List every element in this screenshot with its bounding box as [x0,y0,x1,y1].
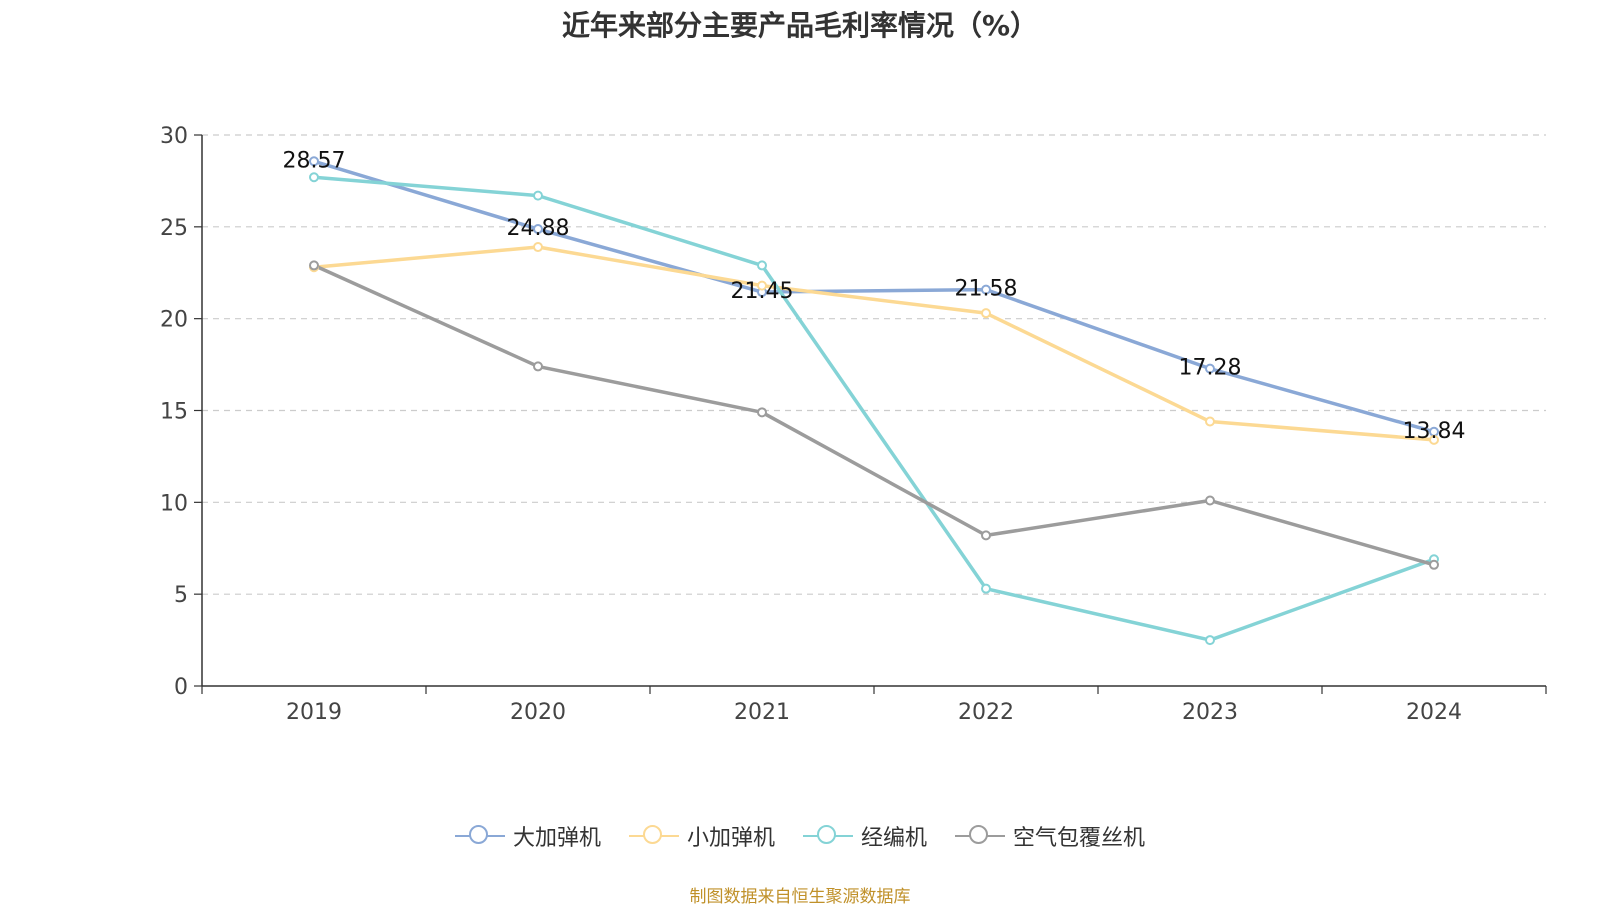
data-point [757,260,767,271]
series-line [313,245,1435,442]
data-point [981,583,991,594]
y-tick-label: 10 [160,491,188,516]
data-point [533,224,543,235]
legend-marker-icon [454,823,505,849]
data-point [309,156,319,167]
x-tick-label: 2023 [1182,700,1238,725]
data-point [533,190,543,201]
legend-label: 空气包覆丝机 [1013,826,1146,851]
y-tick-label: 5 [174,583,188,608]
legend-marker-icon [803,823,853,849]
series-line [313,159,1435,434]
source-note: 制图数据来自恒生聚源数据库 [689,887,911,907]
series-line [313,175,1435,642]
legend-marker-icon [628,823,679,849]
series-lines [309,156,1439,646]
y-tick-label: 30 [160,124,188,149]
series-line [313,263,1435,567]
data-label: 13.84 [1403,419,1466,444]
data-point [1205,416,1215,427]
legend-item[interactable]: 小加弹机 [628,820,775,852]
data-point [981,284,991,295]
data-point [757,407,767,418]
data-label: 28.57 [283,148,346,173]
data-label: 17.28 [1179,356,1242,381]
y-tick-label: 25 [160,216,188,241]
data-point [533,361,543,372]
data-point [981,530,991,541]
legend: 大加弹机 小加弹机 经编机 空气包覆丝机 [0,820,1600,852]
data-point [757,280,767,291]
y-tick-label: 15 [160,400,188,425]
x-tick-label: 2024 [1406,700,1462,725]
legend-label: 经编机 [861,826,928,851]
data-point [309,260,319,271]
x-tick-label: 2019 [286,700,342,725]
legend-label: 大加弹机 [512,826,601,851]
axes: 0 5 10 15 20 25 30 2019 2020 2021 2022 2023 2024 [160,124,1547,725]
data-point [309,172,319,183]
legend-item[interactable]: 经编机 [803,820,927,852]
legend-marker-icon [955,823,1006,849]
data-labels: 28.57 24.88 21.45 21.58 17.28 13.84 [283,148,1466,444]
x-tick-label: 2021 [734,700,790,725]
data-label: 24.88 [507,216,570,241]
chart-title: 近年来部分主要产品毛利率情况（%） [561,9,1039,42]
data-point [981,308,991,319]
x-tick-label: 2022 [958,700,1014,725]
data-point [533,242,543,253]
data-label: 21.45 [731,279,794,304]
grid-lines [202,134,1546,595]
data-point [1429,434,1439,445]
data-label: 21.58 [955,277,1018,302]
y-tick-label: 20 [160,308,188,333]
data-point [1205,363,1215,374]
legend-label: 小加弹机 [686,826,775,851]
y-tick-label: 0 [174,675,188,700]
data-point [1205,635,1215,646]
legend-item[interactable]: 空气包覆丝机 [955,820,1145,852]
legend-item[interactable]: 大加弹机 [454,820,601,852]
x-tick-label: 2020 [510,700,566,725]
data-point [1205,495,1215,506]
data-point [1429,559,1439,570]
